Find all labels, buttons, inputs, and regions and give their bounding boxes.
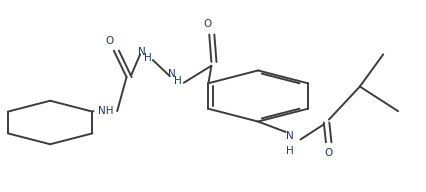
Text: O: O <box>323 148 331 158</box>
Text: H: H <box>144 53 151 63</box>
Text: O: O <box>202 19 211 29</box>
Text: N: N <box>168 69 176 79</box>
Text: NH: NH <box>98 106 113 116</box>
Text: N: N <box>285 131 293 141</box>
Text: N: N <box>138 46 146 56</box>
Text: H: H <box>285 146 293 156</box>
Text: H: H <box>173 76 181 86</box>
Text: O: O <box>105 36 113 46</box>
